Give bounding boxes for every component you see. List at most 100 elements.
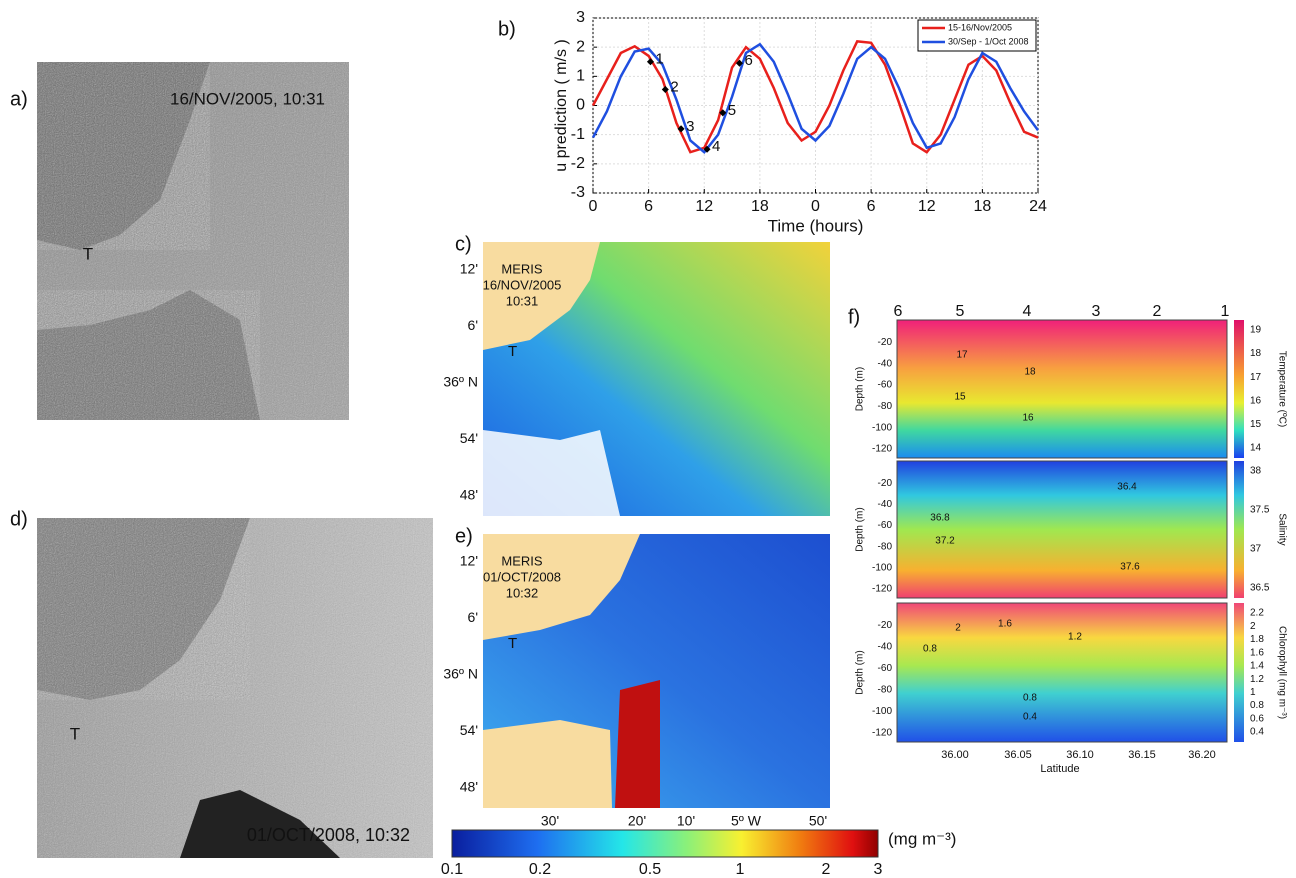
label: u prediction ( m/s ) <box>553 39 570 171</box>
label: 0.8 <box>1023 693 1037 704</box>
label: T <box>508 635 517 652</box>
label: 12' <box>460 553 478 569</box>
label: 1.2 <box>1250 674 1264 685</box>
label: 0.8 <box>1250 700 1264 711</box>
label: 2 <box>670 78 678 95</box>
label: 36.20 <box>1188 749 1216 761</box>
label: T <box>508 343 517 360</box>
label: 14 <box>1250 443 1262 454</box>
label: -100 <box>872 706 892 717</box>
chlorophyll-section <box>897 603 1227 742</box>
label: 2 <box>822 861 831 878</box>
label: 5 <box>728 102 736 119</box>
label: 5º W <box>731 813 762 829</box>
label: 36.05 <box>1004 749 1032 761</box>
x-tick-label: 12 <box>695 198 713 215</box>
label: 15 <box>954 392 966 403</box>
label: 36.4 <box>1117 482 1137 493</box>
label: Depth (m) <box>855 367 866 411</box>
label: (mg m⁻³) <box>888 829 956 848</box>
label: 10:31 <box>506 293 539 308</box>
label: 1 <box>655 51 663 68</box>
label: 1 <box>736 861 745 878</box>
label: 0.2 <box>529 861 551 878</box>
label: a) <box>10 88 28 110</box>
label: 37.6 <box>1120 562 1140 573</box>
label: 18 <box>1250 348 1262 359</box>
label: Latitude <box>1040 763 1079 775</box>
label: 54' <box>460 722 478 738</box>
x-tick-label: 18 <box>751 198 769 215</box>
label: MERIS <box>501 553 543 568</box>
label: 2.2 <box>1250 608 1264 619</box>
bloom <box>615 680 660 808</box>
label: Chlorophyll (mg m⁻³) <box>1276 626 1287 719</box>
y-tick-label: 0 <box>576 97 585 114</box>
colorbar <box>1234 603 1244 742</box>
label: 36.15 <box>1128 749 1156 761</box>
label: b) <box>498 18 516 40</box>
label: Salinity <box>1276 513 1287 545</box>
label: 2 <box>955 623 961 634</box>
label: 3 <box>874 861 883 878</box>
x-tick-label: 0 <box>589 198 598 215</box>
arrow <box>398 196 420 212</box>
label: 3 <box>686 118 694 135</box>
label: 18 <box>1024 367 1036 378</box>
label: 01/OCT/2008 <box>483 569 561 584</box>
label: 17 <box>956 350 968 361</box>
label: 50' <box>809 813 827 829</box>
label: 6' <box>468 317 478 333</box>
label: 1.8 <box>1250 634 1264 645</box>
label: c) <box>455 233 472 255</box>
label: 36.00 <box>941 749 969 761</box>
label: 0.4 <box>1250 727 1264 738</box>
colorbar <box>452 830 878 857</box>
label: e) <box>455 525 473 547</box>
label: -40 <box>878 499 893 510</box>
label: 36º N <box>443 374 478 390</box>
label: 16 <box>1250 395 1262 406</box>
label: 16/NOV/2005, 10:31 <box>170 89 325 108</box>
y-tick-label: -2 <box>571 155 585 172</box>
label: 37.5 <box>1250 505 1270 516</box>
x-tick-label: 18 <box>973 198 991 215</box>
label: 2 <box>1250 621 1256 632</box>
label: 15 <box>1250 419 1262 430</box>
label: -40 <box>878 358 893 369</box>
label: -80 <box>878 685 893 696</box>
salinity-section <box>897 461 1227 598</box>
label: MERIS <box>501 261 543 276</box>
colorbar <box>1234 461 1244 598</box>
label: -20 <box>878 620 893 631</box>
label: Time (hours) <box>768 216 864 235</box>
y-tick-label: 1 <box>576 68 585 85</box>
label: 5 <box>956 303 965 320</box>
label: 01/OCT/2008, 10:32 <box>247 825 410 845</box>
y-tick-label: -3 <box>571 184 585 201</box>
label: 0.1 <box>441 861 463 878</box>
label: 0.8 <box>923 644 937 655</box>
label: 36º N <box>443 666 478 682</box>
label: 1 <box>1250 687 1256 698</box>
label: T <box>83 244 93 263</box>
label: -80 <box>878 541 893 552</box>
label: 1.4 <box>1250 661 1264 672</box>
label: -60 <box>878 663 893 674</box>
label: 1.6 <box>1250 647 1264 658</box>
label: -120 <box>872 728 892 739</box>
label: -60 <box>878 520 893 531</box>
x-tick-label: 0 <box>811 198 820 215</box>
label: 36.10 <box>1066 749 1094 761</box>
x-tick-label: 12 <box>918 198 936 215</box>
label: f) <box>848 306 860 328</box>
label: -20 <box>878 337 893 348</box>
label: -40 <box>878 642 893 653</box>
label: 54' <box>460 430 478 446</box>
label: 1 <box>1221 303 1230 320</box>
x-tick-label: 24 <box>1029 198 1047 215</box>
label: 37.2 <box>935 536 955 547</box>
label: -80 <box>878 401 893 412</box>
label: 1.6 <box>998 619 1012 630</box>
label: 30/Sep - 1/Oct 2008 <box>948 36 1029 46</box>
